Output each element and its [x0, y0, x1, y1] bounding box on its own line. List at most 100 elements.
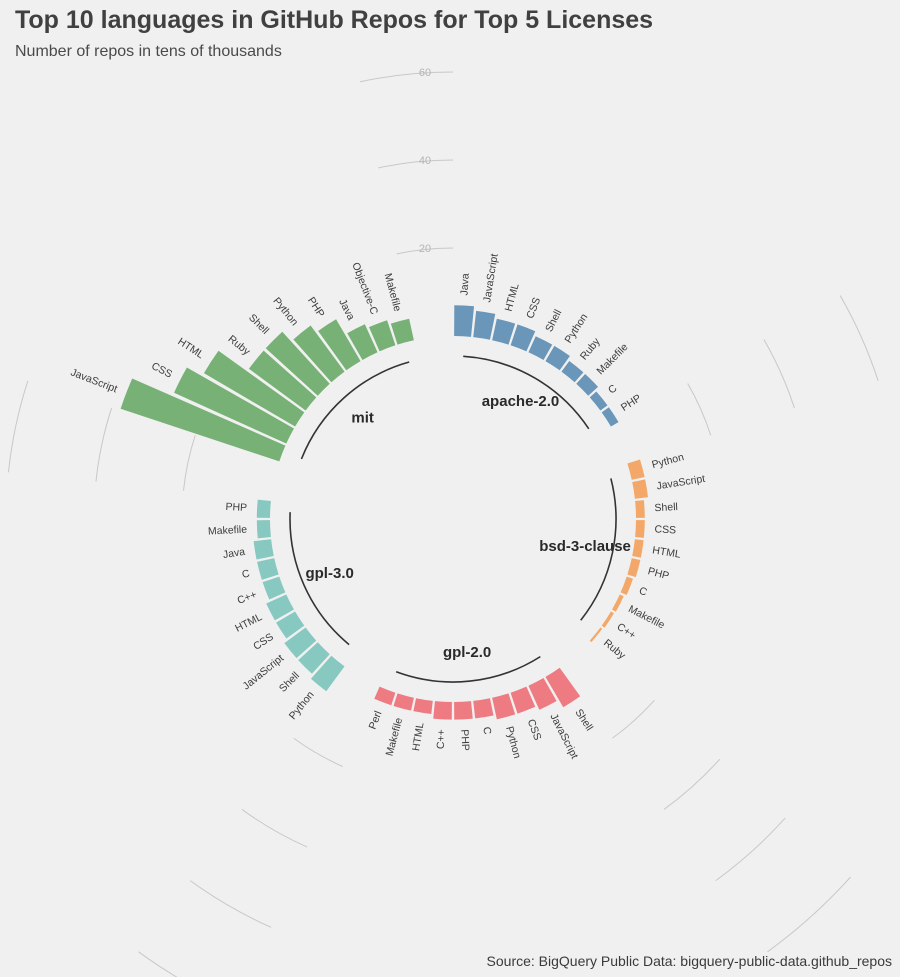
bar-label: CSS [654, 523, 676, 536]
bar-apache-2.0-html [492, 318, 516, 345]
bar-apache-2.0-javascript [473, 310, 496, 340]
bar-bsd-3-clause-javascript [632, 479, 648, 499]
bar-mit-javascript [120, 378, 286, 462]
bar-label: Ruby [226, 333, 253, 358]
bar-apache-2.0-makefile [576, 373, 599, 396]
bar-bsd-3-clause-c [620, 576, 633, 596]
bar-label: Python [651, 451, 686, 471]
bar-bsd-3-clause-python [627, 459, 645, 480]
grid-arc [138, 951, 178, 977]
bar-label: JavaScript [656, 473, 706, 493]
bar-mit-java [347, 324, 378, 360]
series-bsd-3-clause: PythonJavaScriptShellCSSHTMLPHPCMakefile… [539, 451, 706, 662]
y-tick-label: 20 [419, 243, 431, 255]
bar-label: Shell [543, 308, 564, 334]
bar-label: CSS [524, 296, 543, 320]
bar-gpl-2.0-c [473, 698, 494, 719]
bar-label: C [480, 726, 493, 736]
bar-gpl-2.0-javascript [528, 678, 557, 710]
bar-apache-2.0-c [589, 391, 608, 411]
grid-arc [189, 880, 272, 928]
bar-bsd-3-clause-html [632, 539, 644, 558]
bar-gpl-3.0-java [253, 539, 274, 560]
bar-mit-python [293, 325, 345, 383]
bar-label: C [637, 585, 649, 599]
bar-label: JavaScript [547, 712, 580, 761]
bar-bsd-3-clause-shell [635, 500, 645, 518]
bar-gpl-3.0-python [310, 655, 345, 692]
grid-arc [687, 383, 712, 436]
y-tick-label: 40 [419, 155, 431, 167]
bar-label: Objective-C [349, 261, 380, 317]
bar-gpl-3.0-makefile [256, 520, 271, 539]
bar-label: HTML [175, 336, 206, 362]
group-arc-apache-2.0 [463, 355, 590, 430]
bar-gpl-2.0-shell [545, 667, 581, 708]
group-arc-gpl-3.0 [289, 512, 350, 646]
group-label-bsd-3-clause: bsd-3-clause [539, 538, 631, 555]
bar-label: Python [503, 725, 523, 760]
bar-label: CSS [149, 360, 174, 380]
bar-label: Java [459, 273, 472, 296]
bar-gpl-2.0-python [492, 693, 516, 720]
grid-arc [396, 247, 454, 255]
bar-gpl-2.0-php [454, 701, 473, 720]
chart-subtitle: Number of repos in tens of thousands [15, 43, 282, 60]
bar-label: HTML [410, 722, 426, 752]
grid-arc [359, 71, 454, 83]
grid-arc [293, 737, 343, 768]
bar-mit-css [174, 367, 294, 444]
bar-mit-html [203, 350, 305, 427]
bar-label: C++ [435, 729, 448, 749]
source-caption: Source: BigQuery Public Data: bigquery-p… [486, 953, 892, 969]
bar-label: Shell [246, 312, 271, 337]
bar-label: HTML [651, 544, 681, 560]
bar-label: Ruby [578, 335, 603, 362]
grid-arc [7, 380, 29, 473]
group-arc-mit [300, 361, 410, 460]
bar-gpl-3.0-c [257, 558, 279, 580]
grid-arc [767, 876, 851, 953]
bar-gpl-3.0-shell [298, 642, 330, 674]
bar-apache-2.0-shell [528, 336, 553, 360]
bar-mit-ruby [248, 350, 317, 411]
bar-label: PHP [305, 295, 327, 320]
grid-arc [715, 817, 786, 882]
bar-apache-2.0-css [510, 324, 536, 352]
bar-label: Python [562, 311, 590, 345]
bar-label: C [606, 382, 620, 396]
bar-label: C++ [615, 621, 638, 642]
bar-label: PHP [619, 392, 644, 414]
bar-label: CSS [525, 717, 544, 741]
bar-gpl-3.0-css [276, 611, 305, 639]
bar-mit-php [318, 319, 361, 371]
bar-bsd-3-clause-c++ [601, 611, 614, 628]
group-label-gpl-2.0: gpl-2.0 [443, 644, 491, 661]
bar-label: Java [222, 546, 246, 561]
bar-label: Shell [572, 707, 595, 733]
bar-label: Python [287, 689, 317, 722]
group-label-gpl-3.0: gpl-3.0 [305, 565, 353, 582]
grid-arc [95, 407, 113, 482]
grid-arc [378, 159, 454, 169]
bar-label: PHP [225, 501, 247, 514]
bar-gpl-2.0-makefile [393, 693, 414, 711]
bar-gpl-2.0-c++ [433, 701, 452, 720]
bar-bsd-3-clause-css [635, 520, 645, 538]
bar-label: PHP [458, 729, 471, 751]
bar-label: Makefile [208, 524, 248, 538]
bar-label: Java [336, 297, 357, 322]
group-arc-gpl-2.0 [395, 655, 541, 683]
bar-label: Makefile [382, 272, 404, 313]
bar-bsd-3-clause-ruby [589, 627, 603, 643]
bar-label: C [241, 567, 252, 581]
bar-gpl-3.0-html [266, 594, 294, 621]
bar-apache-2.0-php [601, 407, 619, 427]
bar-label: Shell [654, 501, 678, 514]
bar-label: Perl [367, 709, 385, 731]
bar-label: Makefile [384, 716, 406, 757]
